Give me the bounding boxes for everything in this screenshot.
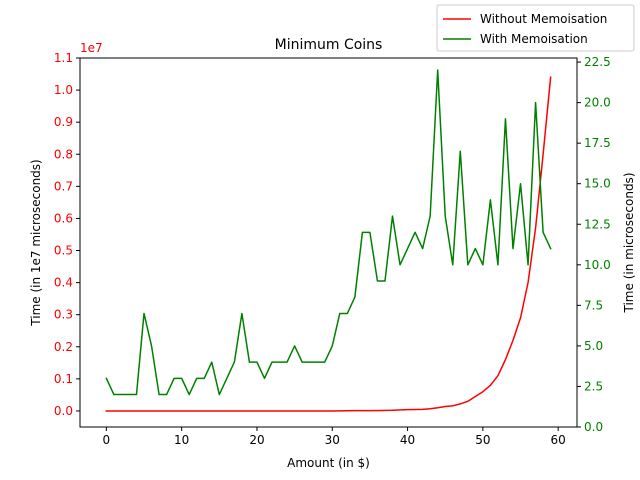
x-axis-title: Amount (in $) (287, 456, 370, 470)
x-tick-label: 50 (475, 433, 490, 447)
chart-title: Minimum Coins (275, 37, 383, 53)
x-tick-label: 30 (325, 433, 340, 447)
y-left-tick-label: 0.1 (54, 372, 73, 386)
x-tick-label: 20 (249, 433, 264, 447)
y-right-tick-label: 0.0 (584, 420, 603, 434)
legend-label-with-memoisation: With Memoisation (480, 32, 588, 46)
y-right-tick-label: 12.5 (584, 217, 611, 231)
x-tick-label: 60 (551, 433, 566, 447)
y-left-tick-label: 0.9 (54, 115, 73, 129)
y-right-tick-label: 10.0 (584, 258, 611, 272)
y-right-tick-label: 7.5 (584, 298, 603, 312)
y-left-tick-label: 0.3 (54, 308, 73, 322)
y-left-tick-label: 0.6 (54, 211, 73, 225)
legend-box (436, 4, 635, 52)
x-axis: 0 10 20 30 40 50 60 (103, 427, 566, 447)
legend-label-without-memoisation: Without Memoisation (480, 12, 607, 26)
y-left-tick-label: 0.8 (54, 147, 73, 161)
x-tick-label: 10 (174, 433, 189, 447)
x-tick-label: 40 (400, 433, 415, 447)
series-line-with-memoisation (105, 69, 552, 396)
y-right-tick-label: 5.0 (584, 339, 603, 353)
y-left-tick-label: 0.5 (54, 244, 73, 258)
series-layer (105, 69, 552, 412)
y-right-tick-label: 2.5 (584, 379, 603, 393)
y-left-tick-label: 0.4 (54, 276, 73, 290)
y-axis-left-title: Time (in 1e7 microseconds) (29, 159, 43, 326)
series-line-without-memoisation (105, 76, 552, 412)
legend: Without Memoisation With Memoisation (436, 4, 635, 52)
y-axis-left: 0.0 0.1 0.2 0.3 0.4 0.5 0.6 0.7 0.8 0.9 1.0 1.1 (54, 51, 80, 418)
y-left-tick-label: 0.7 (54, 179, 73, 193)
plot-frame (79, 57, 578, 428)
y-left-tick-label: 0.2 (54, 340, 73, 354)
y-right-tick-label: 20.0 (584, 96, 611, 110)
left-axis-multiplier: 1e7 (80, 41, 103, 55)
y-right-tick-label: 22.5 (584, 55, 611, 69)
y-left-tick-label: 0.0 (54, 404, 73, 418)
y-left-tick-label: 1.0 (54, 83, 73, 97)
y-axis-right-title: Time (in microseconds) (622, 173, 636, 314)
y-left-tick-label: 1.1 (54, 51, 73, 65)
y-axis-right: 0.0 2.5 5.0 7.5 10.0 12.5 15.0 17.5 20.0 22.5 (577, 55, 611, 434)
y-right-tick-label: 15.0 (584, 177, 611, 191)
y-right-tick-label: 17.5 (584, 136, 611, 150)
x-tick-label: 0 (103, 433, 111, 447)
